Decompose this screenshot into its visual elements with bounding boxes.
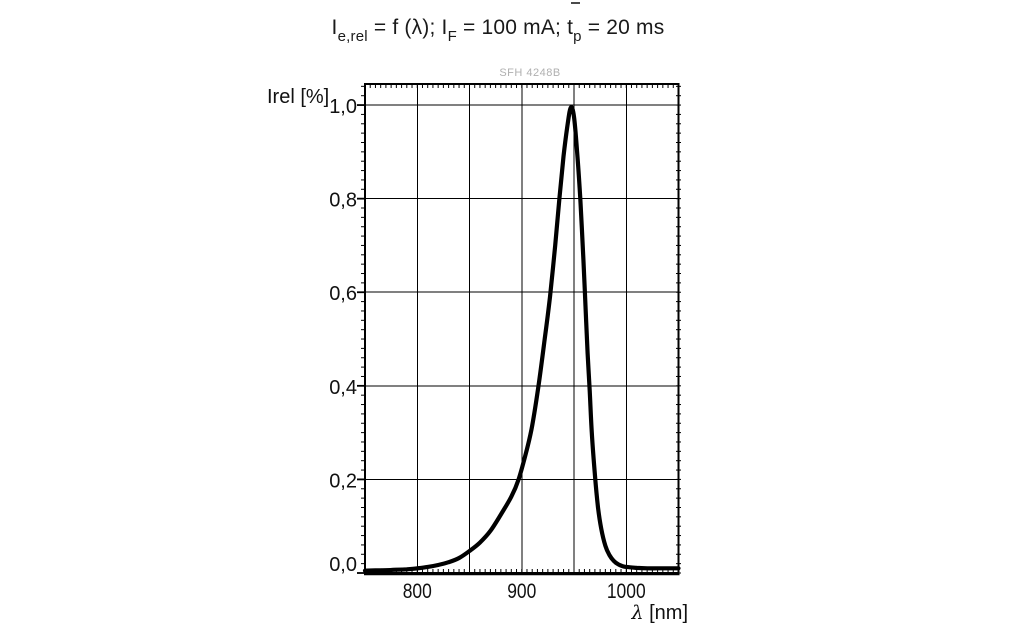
title-subscript: e,rel [337,28,368,45]
y-tick-label: 0,6 [329,283,357,305]
y-tick-label: 0,0 [329,554,357,576]
chart-header-title: Ie,rel = f (λ); IF = 100 mA; tp = 20 ms [248,13,748,52]
x-axis-title: λ [nm] [570,602,689,625]
y-tick-label: 0,4 [329,377,357,399]
lambda-symbol: λ [631,602,644,624]
x-tick-label: 900 [507,580,536,603]
x-tick-label: 1000 [607,580,646,603]
title-subscript: p [573,28,582,45]
title-part: = f (λ); I [367,16,448,39]
stray-scan-mark [571,2,580,4]
title-part: = 20 ms [581,16,665,39]
part-number-watermark: SFH 4248B [499,67,561,79]
y-tick-label: 0,8 [329,190,357,212]
y-tick-label: 1,0 [329,96,357,118]
x-tick-label: 800 [403,580,432,603]
y-tick-label: 0,2 [329,470,357,492]
emission-curve [362,105,681,573]
title-part: I [331,16,338,39]
title-subscript: F [447,28,457,45]
title-part: = 100 mA; t [456,16,574,39]
x-axis-unit: [nm] [643,602,688,624]
y-axis-title: Irel [%] [267,86,330,108]
